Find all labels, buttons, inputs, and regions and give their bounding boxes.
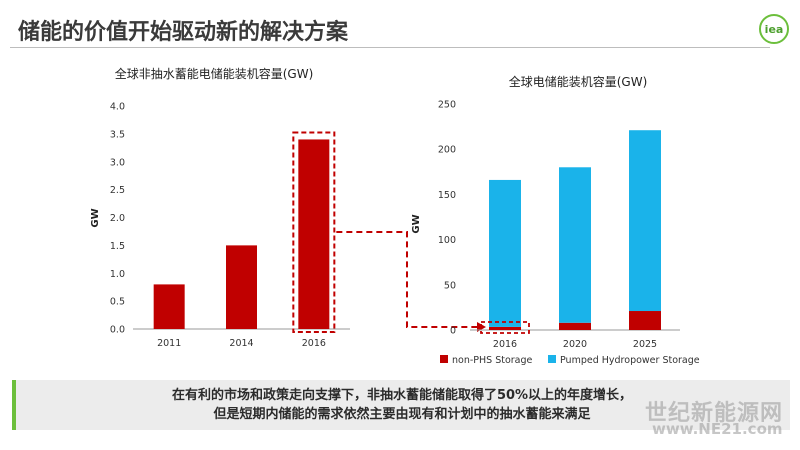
watermark: 世纪新能源网: [645, 401, 784, 426]
chart2-y-tick-label: 150: [438, 190, 456, 201]
legend-label-phs: Pumped Hydropower Storage: [560, 355, 700, 366]
chart1-y-tick-label: 0.5: [110, 297, 125, 308]
chart2-bar-phs: [559, 167, 591, 323]
chart1-y-tick-label: 2.0: [110, 213, 125, 224]
chart2-y-tick-label: 50: [444, 280, 456, 291]
chart1-y-tick-label: 0.0: [110, 325, 125, 336]
chart1-title: 全球非抽水蓄能电储能装机容量(GW): [115, 66, 314, 81]
iea-logo: iea: [759, 14, 789, 44]
legend-swatch-phs: [548, 355, 556, 363]
chart2-x-tick-label: 2020: [563, 339, 587, 350]
legend-swatch-non-phs: [440, 355, 448, 363]
chart1-y-tick-label: 3.0: [110, 157, 125, 168]
chart1-y-tick-label: 1.0: [110, 269, 125, 280]
chart2-bar-non-phs: [629, 311, 661, 330]
chart2-x-tick-label: 2016: [493, 339, 517, 350]
chart2-bar-phs: [629, 130, 661, 312]
chart2-title: 全球电储能装机容量(GW): [509, 74, 648, 89]
summary-line-1: 在有利的市场和政策走向支撑下，非抽水蓄能储能取得了50%以上的年度增长，: [171, 388, 633, 403]
summary-box: 在有利的市场和政策走向支撑下，非抽水蓄能储能取得了50%以上的年度增长， 但是短…: [12, 380, 790, 430]
chart1-y-axis-label: GW: [90, 208, 101, 227]
charts-canvas: 全球非抽水蓄能电储能装机容量(GW) 0.0 0.5 1.0 1.5 2.0 2.5 3.0 3…: [90, 66, 700, 366]
summary-text: 在有利的市场和政策走向支撑下，非抽水蓄能储能取得了50%以上的年度增长， 但是短…: [122, 386, 682, 424]
chart1-y-tick-label: 2.5: [110, 185, 125, 196]
watermark-url: www.NE21.com: [652, 420, 783, 438]
page-title: 储能的价值开始驱动新的解决方案: [18, 20, 349, 45]
summary-accent-bar: [12, 380, 16, 430]
chart1-y-tick-label: 1.5: [110, 241, 125, 252]
chart2-bar-non-phs: [489, 326, 521, 330]
chart1-x-tick-label: 2014: [229, 338, 253, 349]
chart1-bar: [298, 139, 330, 329]
chart2-y-tick-label: 200: [438, 145, 456, 156]
title-divider: [10, 47, 770, 48]
connector-arrow-line: [336, 231, 477, 328]
chart2-x-tick-label: 2025: [633, 339, 657, 350]
chart1-bar: [226, 245, 257, 329]
chart1-bar: [153, 284, 185, 329]
chart2-bar-phs: [489, 179, 521, 327]
chart2-bar-non-phs: [559, 322, 591, 330]
chart1-y-tick-label: 3.5: [110, 129, 125, 140]
chart1-x-tick-label: 2016: [302, 338, 326, 349]
chart2-y-tick-label: 250: [438, 100, 456, 111]
legend-label-non-phs: non-PHS Storage: [452, 355, 533, 366]
highlight-box-2016: [292, 131, 336, 333]
chart1-y-tick-label: 4.0: [110, 102, 125, 113]
summary-line-2: 但是短期内储能的需求依然主要由现有和计划中的抽水蓄能来满足: [213, 407, 591, 422]
chart2-y-tick-label: 100: [438, 235, 456, 246]
chart2-y-tick-label: 0: [450, 326, 456, 337]
highlight-box-2016-chart2: [480, 321, 530, 334]
chart2-y-axis-label: GW: [411, 214, 422, 233]
chart1-x-tick-label: 2011: [157, 338, 181, 349]
